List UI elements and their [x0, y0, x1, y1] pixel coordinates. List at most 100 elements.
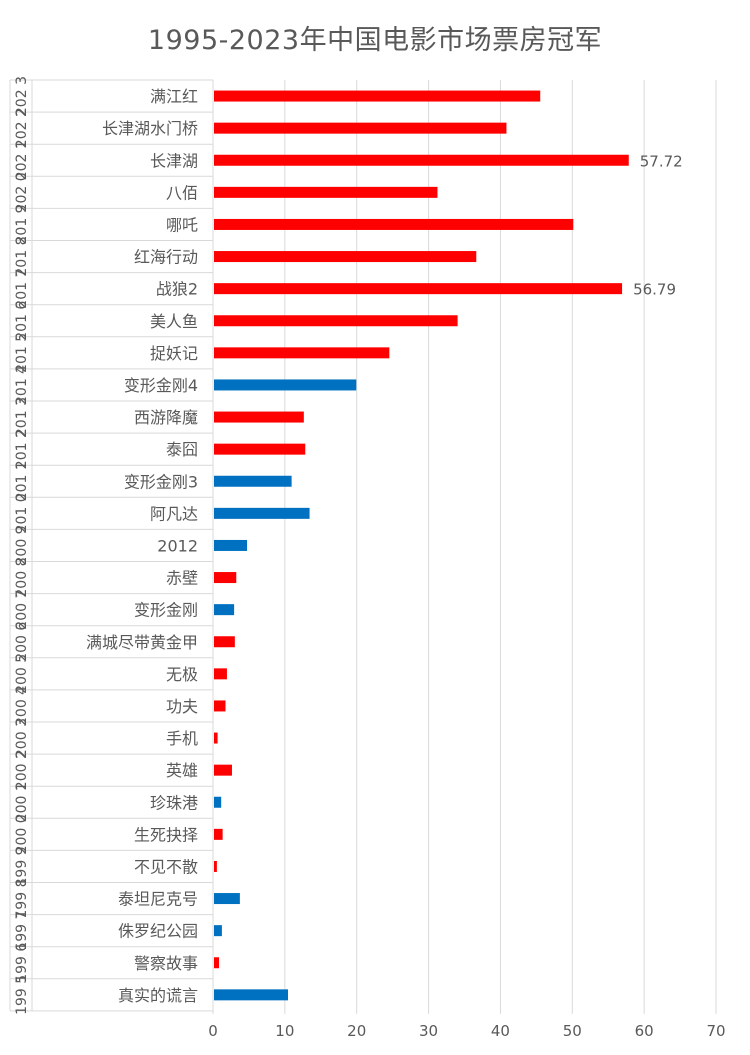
chart-title: 1995-2023年中国电影市场票房冠军 — [147, 25, 603, 56]
year-label: 200 7 — [14, 590, 30, 630]
year-label: 201 5 — [14, 333, 30, 373]
data-label: 57.72 — [640, 152, 683, 170]
film-label: 美人鱼 — [150, 312, 198, 331]
year-label: 201 8 — [14, 237, 30, 277]
bar — [214, 828, 223, 840]
year-label: 202 0 — [14, 172, 30, 212]
film-label: 哪吒 — [166, 215, 198, 234]
film-label: 满城尽带黄金甲 — [86, 633, 198, 652]
year-label: 201 3 — [14, 397, 30, 437]
film-label: 长津湖水门桥 — [102, 119, 198, 138]
year-label: 200 3 — [14, 718, 30, 758]
bar — [214, 315, 458, 327]
bar — [214, 283, 623, 295]
film-label: 变形金刚 — [134, 601, 198, 620]
year-label: 201 0 — [14, 493, 30, 533]
year-label: 199 5 — [14, 975, 30, 1015]
film-label: 无极 — [166, 665, 198, 684]
film-label: 西游降魔 — [134, 408, 198, 427]
film-label: 变形金刚4 — [124, 376, 198, 395]
bar — [214, 251, 477, 263]
bar — [214, 796, 222, 808]
bar — [214, 925, 222, 937]
year-label: 199 6 — [14, 943, 30, 983]
bar — [214, 90, 541, 102]
film-label: 真实的谎言 — [118, 986, 198, 1005]
film-label: 2012 — [157, 536, 198, 555]
year-label: 200 6 — [14, 622, 30, 662]
bar — [214, 379, 357, 391]
bar — [214, 860, 217, 872]
year-label: 200 0 — [14, 814, 30, 854]
x-tick-label: 10 — [275, 1022, 294, 1040]
film-label: 不见不散 — [134, 857, 198, 876]
bar — [214, 539, 248, 551]
year-label: 200 1 — [14, 782, 30, 822]
year-label: 200 8 — [14, 558, 30, 598]
film-label: 生死抉择 — [134, 825, 198, 844]
category-table: 202 3 满江红 202 2 长津湖水门桥 202 1 长津湖 202 0 八佰 201 9 哪… — [9, 76, 213, 1015]
film-label: 泰囧 — [166, 440, 198, 459]
film-label: 手机 — [166, 729, 198, 748]
bar — [214, 443, 306, 455]
data-labels: 57.72 56.79 — [633, 152, 683, 298]
x-tick-label: 60 — [635, 1022, 654, 1040]
x-tick-label: 0 — [208, 1022, 218, 1040]
bar — [214, 732, 218, 744]
year-label: 202 3 — [14, 76, 30, 116]
bar — [214, 154, 629, 166]
year-label: 201 9 — [14, 204, 30, 244]
year-label: 201 6 — [14, 301, 30, 341]
bars — [214, 90, 629, 1001]
year-label: 199 8 — [14, 879, 30, 919]
bar — [214, 122, 507, 134]
year-label: 199 9 — [14, 846, 30, 886]
film-label: 红海行动 — [134, 248, 198, 267]
year-label: 201 2 — [14, 429, 30, 469]
x-axis-ticks: 0 10 20 30 40 50 60 70 — [208, 1022, 725, 1040]
x-tick-label: 30 — [419, 1022, 438, 1040]
film-label: 功夫 — [166, 697, 198, 716]
year-label: 201 4 — [14, 365, 30, 405]
bar — [214, 957, 220, 969]
data-label: 56.79 — [633, 281, 676, 299]
year-label: 202 1 — [14, 140, 30, 180]
bar — [214, 764, 232, 776]
film-label: 警察故事 — [134, 954, 198, 973]
film-label: 长津湖 — [150, 151, 198, 170]
bar — [214, 507, 310, 519]
year-label: 200 4 — [14, 686, 30, 726]
film-label: 战狼2 — [156, 280, 198, 299]
bar — [214, 218, 574, 230]
film-label: 捉妖记 — [150, 344, 198, 363]
year-label: 200 5 — [14, 654, 30, 694]
year-label: 201 7 — [14, 269, 30, 309]
gridlines — [212, 80, 717, 1014]
film-label: 满江红 — [150, 87, 198, 106]
film-label: 泰坦尼克号 — [118, 890, 198, 909]
year-label: 200 2 — [14, 750, 30, 790]
bar — [214, 989, 289, 1001]
bar — [214, 186, 438, 198]
bar — [214, 347, 390, 359]
bar — [214, 636, 235, 648]
film-label: 侏罗纪公园 — [118, 922, 198, 941]
film-label: 赤壁 — [166, 569, 198, 588]
year-label: 199 7 — [14, 911, 30, 951]
bar — [214, 411, 304, 423]
film-label: 珍珠港 — [150, 793, 198, 812]
year-label: 200 9 — [14, 525, 30, 565]
bar — [214, 668, 227, 680]
film-label: 英雄 — [166, 761, 198, 780]
bar — [214, 475, 292, 487]
x-tick-label: 50 — [563, 1022, 582, 1040]
x-tick-label: 70 — [706, 1022, 725, 1040]
film-label: 变形金刚3 — [124, 472, 198, 491]
x-tick-label: 20 — [347, 1022, 366, 1040]
bar — [214, 604, 235, 616]
x-tick-label: 40 — [491, 1022, 510, 1040]
bar — [214, 893, 240, 905]
film-label: 八佰 — [166, 183, 198, 202]
film-label: 阿凡达 — [150, 504, 198, 523]
